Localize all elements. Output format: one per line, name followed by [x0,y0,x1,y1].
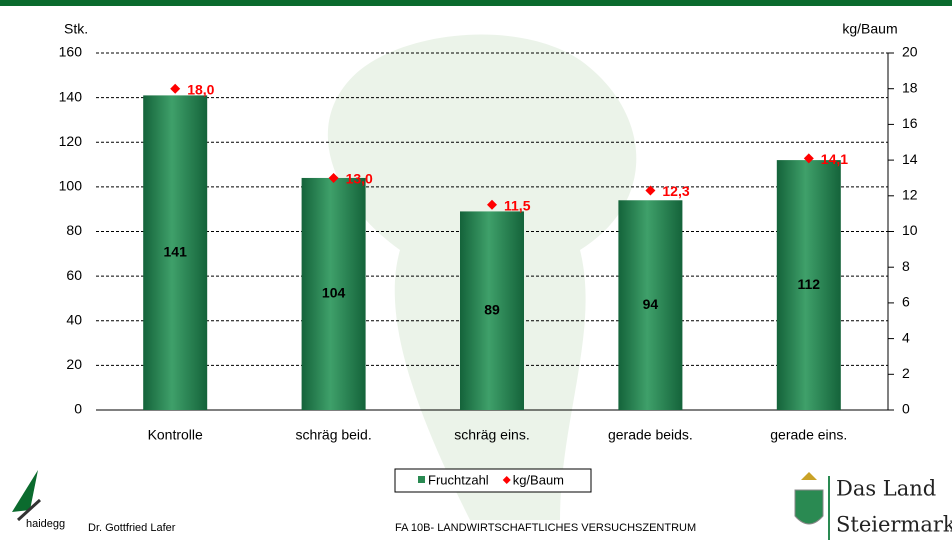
marker [803,153,814,164]
institute: FA 10B- LANDWIRTSCHAFTLICHES VERSUCHSZEN… [395,522,696,534]
y-tick-label: 100 [59,178,83,194]
y2-tick-label: 0 [902,401,910,417]
point-value-label: 13,0 [346,171,373,187]
bar-value-label: 104 [322,285,346,301]
point-value-label: 11,5 [504,197,531,213]
y-tick-label: 140 [59,88,83,104]
x-tick-label: gerade beids. [608,427,693,443]
logo-stroke [16,498,42,522]
legend [394,468,592,493]
point-value-label: 14,1 [821,151,848,167]
legend-swatch [418,476,425,483]
marker [328,172,339,183]
marker [487,199,497,210]
y2-tick-label: 14 [902,151,918,167]
crest-crown [801,472,817,480]
y-tick-label: 0 [74,401,82,417]
bar [618,200,683,410]
y2-tick-label: 8 [902,258,910,274]
bar [301,177,366,410]
y2-tick-label: 4 [902,329,910,345]
bar-value-label: 112 [798,276,821,292]
y2-tick-label: 6 [902,294,910,310]
bar-value-label: 141 [164,243,188,259]
bar [143,95,208,411]
x-tick-label: schräg beid. [295,427,371,443]
crest [794,489,824,525]
author: Dr. Gottfried Lafer [88,522,176,534]
brand-line1: Das Land [836,477,936,501]
y-tick-label: 120 [59,133,83,149]
top-band [0,0,952,6]
point-value-label: 18,0 [187,81,214,97]
point-value-label: 12,3 [662,183,689,199]
y2-tick-label: 2 [902,365,910,381]
logo-text: haidegg [26,518,65,530]
y2-tick-label: 20 [902,44,918,60]
y2-tick-label: 10 [902,222,918,238]
bar-value-label: 89 [484,301,500,317]
logo-mark [12,470,38,512]
legend-label: kg/Baum [513,472,564,487]
bar [776,160,841,410]
x-tick-label: Kontrolle [148,427,203,443]
y2-tick-label: 12 [902,187,918,203]
y2-tick-label: 16 [902,115,918,131]
bar-value-label: 94 [643,296,659,312]
marker [170,83,181,94]
legend-items: Fruchtzahl kg/Baum [418,472,564,487]
y-tick-label: 40 [66,311,82,327]
y2-tick-label: 18 [902,79,918,95]
x-tick-label: schräg eins. [454,427,529,443]
y-axis-title: Stk. [64,21,88,37]
y-tick-label: 60 [66,267,82,283]
marker [645,185,656,196]
legend-label: Fruchtzahl [428,472,489,487]
x-tick-label: gerade eins. [770,427,847,443]
brand-line2: Steiermark [836,513,952,537]
y-tick-label: 80 [66,222,82,238]
y-tick-label: 160 [59,44,83,60]
y2-axis-title: kg/Baum [842,21,897,37]
y-tick-label: 20 [66,356,82,372]
bar [460,211,524,410]
legend-swatch [502,476,511,484]
